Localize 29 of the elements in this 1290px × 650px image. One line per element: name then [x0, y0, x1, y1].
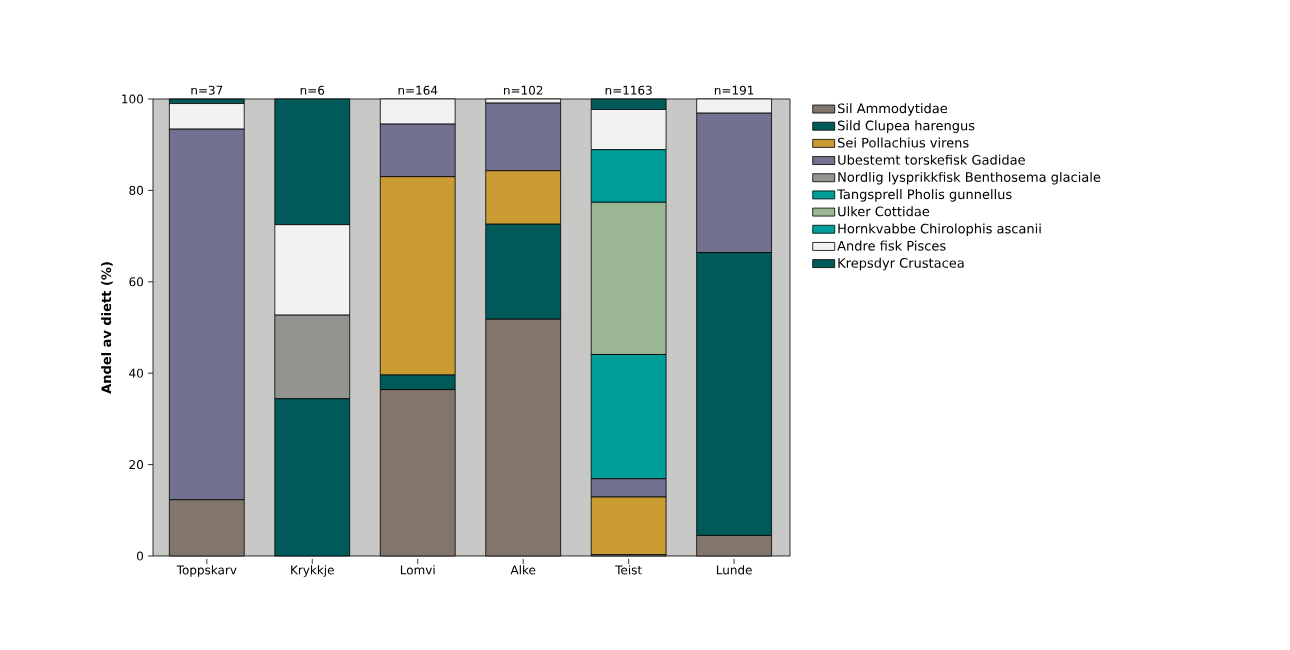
y-tick-label: 80: [129, 185, 144, 195]
legend-label: Sil Ammodytidae: [837, 103, 948, 116]
legend-label: Sild Clupea harengus: [837, 120, 975, 133]
x-tick-label: Lunde: [716, 565, 752, 575]
legend-label: Nordlig lysprikkfisk Benthosema glaciale: [838, 171, 1101, 185]
y-tick-label: 100: [122, 94, 144, 104]
legend-label: Andre fisk Pisces: [837, 240, 946, 251]
text: n=37: [191, 85, 223, 95]
legend-label: Ubestemt torskefisk Gadidae: [838, 154, 1025, 165]
legend-label: Ulker Cottidae: [838, 206, 930, 217]
y-tick-label: 0: [136, 551, 144, 561]
y-tick-label: 20: [129, 460, 144, 470]
x-tick-label: Teist: [615, 565, 642, 575]
x-tick-label: Alke: [510, 565, 536, 575]
y-tick-label: 40: [129, 368, 144, 378]
y-axis-title: Andel av diett (%): [101, 262, 113, 394]
text: n=191: [714, 85, 754, 95]
legend-label: Hornkvabbe Chirolophis ascanii: [838, 223, 1041, 236]
text: n=6: [300, 85, 325, 95]
legend-label: Tangsprell Pholis gunnellus: [837, 189, 1012, 202]
text: n=102: [503, 85, 543, 95]
x-tick-label: Krykkje: [291, 565, 334, 577]
y-tick-label: 60: [129, 277, 144, 287]
x-tick-label: Lomvi: [400, 565, 435, 575]
legend-label: Krepsdyr Crustacea: [838, 257, 964, 271]
text: n=164: [398, 85, 438, 95]
text: n=1163: [605, 85, 652, 95]
legend-label: Sei Pollachius virens: [837, 137, 969, 148]
x-tick-label: Toppskarv: [176, 565, 237, 577]
